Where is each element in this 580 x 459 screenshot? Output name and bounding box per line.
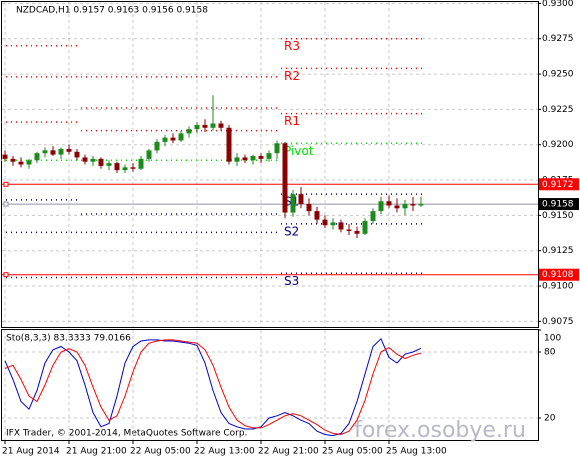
- pivot-label: Pivot: [284, 144, 314, 158]
- candle-body: [306, 204, 312, 212]
- candle-body: [2, 154, 8, 159]
- candle-body: [322, 219, 328, 226]
- y-tick-label: 0.9225: [542, 105, 574, 115]
- candle-body: [290, 194, 296, 213]
- candle-body: [162, 137, 168, 142]
- candle-body: [354, 230, 360, 234]
- price-line-marker: [3, 272, 9, 278]
- y-tick-label: 0.9100: [542, 282, 574, 292]
- candle-body: [170, 137, 176, 141]
- candle-body: [394, 205, 400, 209]
- price-box: [539, 198, 579, 211]
- candle-body: [282, 143, 288, 213]
- candle-body: [378, 201, 384, 212]
- candle-body: [386, 201, 392, 206]
- candle-body: [50, 150, 56, 155]
- candle-body: [330, 222, 336, 226]
- candle-body: [274, 143, 280, 154]
- candle-body: [258, 156, 264, 159]
- candle-body: [146, 150, 152, 159]
- price-line-marker: [3, 201, 9, 207]
- price-box-label: 0.9172: [542, 180, 574, 190]
- candle-body: [98, 158, 104, 166]
- x-tick-label: 25 Aug 05:00: [322, 447, 383, 457]
- candle-body: [122, 167, 128, 171]
- stochastic-line: [4, 337, 422, 437]
- candle-body: [266, 153, 272, 159]
- pivot-label: S3: [284, 274, 299, 288]
- x-tick-label: 25 Aug 13:00: [386, 447, 447, 457]
- pivot-label: R2: [284, 69, 300, 83]
- candle-body: [66, 148, 72, 152]
- candle-body: [210, 123, 216, 128]
- candle-body: [418, 204, 424, 206]
- y-tick-label: 0.9300: [542, 0, 574, 9]
- candle-body: [186, 129, 192, 134]
- candle-body: [194, 124, 200, 130]
- candle-body: [298, 194, 304, 205]
- x-tick-label: 22 Aug 13:00: [194, 447, 255, 457]
- candle-body: [58, 148, 64, 155]
- candle-body: [34, 153, 40, 161]
- y-tick-label: 0.9075: [542, 317, 574, 327]
- candle-body: [226, 127, 232, 162]
- candle-body: [154, 141, 160, 151]
- main-frame: [1, 1, 539, 328]
- candle-body: [338, 222, 344, 230]
- price-box: [539, 268, 579, 281]
- candle-body: [178, 133, 184, 141]
- candle-body: [26, 160, 32, 165]
- price-box-label: 0.9108: [542, 270, 574, 280]
- x-tick-label: 21 Aug 21:00: [66, 447, 127, 457]
- y-tick-label: 20: [544, 414, 556, 424]
- candle-body: [346, 229, 352, 231]
- y-tick-label: 0.9150: [542, 211, 574, 221]
- candle-body: [90, 158, 96, 162]
- pivot-label: R1: [284, 114, 300, 128]
- candle-body: [234, 157, 240, 162]
- price-line-marker: [3, 181, 9, 187]
- candle-body: [362, 221, 368, 234]
- candle-body: [10, 158, 16, 162]
- pivot-label: R3: [284, 39, 300, 53]
- candle-body: [82, 157, 88, 162]
- candle-body: [114, 163, 120, 171]
- candle-body: [130, 167, 136, 169]
- stochastic-line: [4, 339, 422, 436]
- chart-title: NZDCAD,H1 0.9157 0.9163 0.9156 0.9158: [16, 6, 208, 16]
- y-tick-label: 0.9125: [542, 246, 574, 256]
- price-box-label: 0.9158: [542, 200, 574, 210]
- sub-frame: [1, 329, 539, 441]
- candle-body: [242, 157, 248, 161]
- candle-body: [250, 156, 256, 161]
- candle-body: [106, 163, 112, 166]
- y-tick-label: 0.9275: [542, 34, 574, 44]
- candle-body: [402, 204, 408, 209]
- watermark: forex.osobye.ru: [354, 418, 526, 443]
- candle-body: [314, 211, 320, 220]
- candle-body: [202, 124, 208, 128]
- y-tick-label: 100: [544, 334, 561, 344]
- candle-body: [138, 158, 144, 169]
- y-tick-label: 0.9200: [542, 140, 574, 150]
- candle-body: [74, 151, 80, 158]
- x-tick-label: 22 Aug 21:00: [258, 447, 319, 457]
- price-box: [539, 178, 579, 191]
- candle-body: [42, 150, 48, 154]
- candle-body: [218, 123, 224, 128]
- copyright: IFX Trader, © 2001-2014, MetaQuotes Soft…: [6, 429, 247, 439]
- candle-body: [370, 211, 376, 222]
- candle-body: [410, 204, 416, 206]
- y-tick-label: 80: [544, 348, 556, 358]
- x-tick-label: 21 Aug 2014: [2, 447, 60, 457]
- pivot-label: S2: [284, 224, 299, 238]
- x-tick-label: 22 Aug 05:00: [130, 447, 191, 457]
- y-tick-label: 0.9250: [542, 70, 574, 80]
- candle-body: [18, 161, 24, 165]
